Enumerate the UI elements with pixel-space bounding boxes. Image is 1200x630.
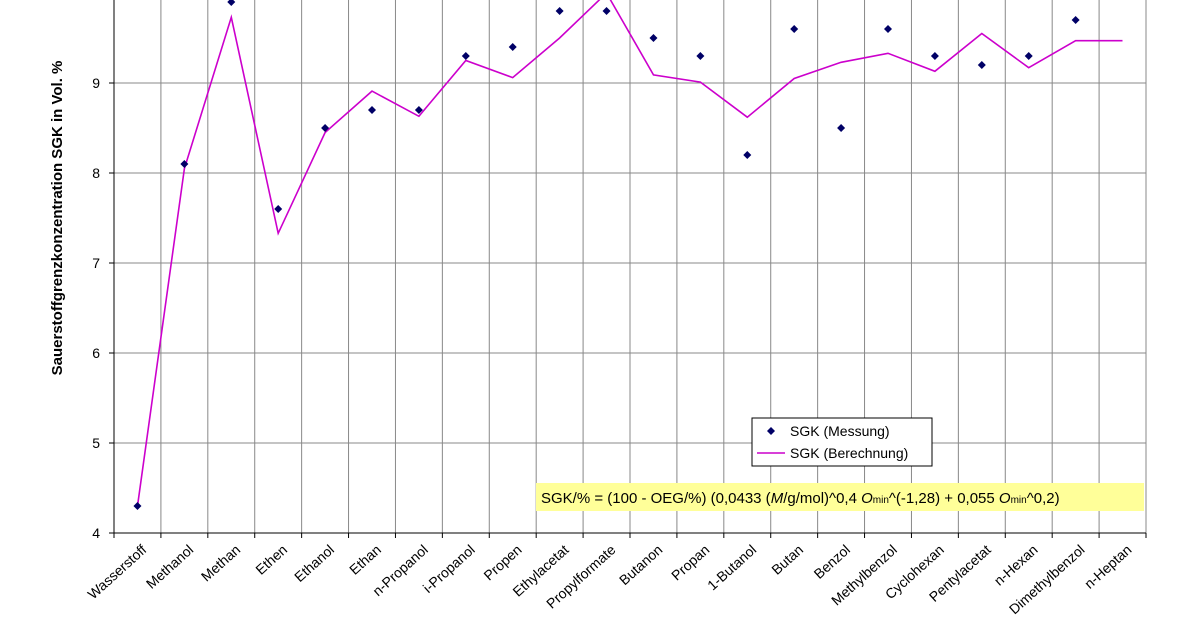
data-point-messung	[180, 160, 189, 168]
x-tick-label: Methan	[198, 541, 243, 584]
x-tick-label: Ethan	[346, 541, 384, 577]
x-tick-label: Wasserstoff	[84, 541, 149, 602]
y-tick-label: 7	[92, 255, 100, 271]
legend-label-messung: SGK (Messung)	[790, 423, 890, 439]
data-point-messung	[930, 52, 939, 60]
y-tick-label: 6	[92, 345, 100, 361]
series-messung	[133, 0, 1080, 510]
formula-box: SGK/% = (100 - OEG/%) (0,0433 (M/g/mol)^…	[536, 483, 1144, 511]
vertical-gridlines	[113, 0, 1147, 533]
y-axis-title: Sauerstoffgrenzkonzentration SGK in Vol.…	[49, 61, 66, 376]
series-line-berechnung	[136, 0, 1123, 507]
y-ticks: 4 5 6 7 8 9	[92, 75, 114, 541]
x-tick-label: Methanol	[143, 541, 197, 591]
data-point-messung	[837, 124, 846, 132]
data-point-messung	[274, 205, 283, 213]
formula-background	[536, 483, 1144, 511]
formula-text: SGK/% = (100 - OEG/%) (0,0433 (M/g/mol)^…	[541, 490, 1060, 507]
x-tick-label: Benzol	[811, 541, 854, 582]
x-tick-label: n-Heptan	[1081, 541, 1135, 591]
data-point-messung	[368, 106, 376, 114]
data-point-messung	[133, 502, 142, 510]
data-point-messung	[508, 43, 517, 51]
data-point-messung	[321, 124, 330, 132]
x-tick-label: Ethen	[252, 541, 290, 577]
legend-label-berechnung: SGK (Berechnung)	[790, 445, 908, 461]
data-point-messung	[1071, 16, 1080, 24]
data-point-messung	[696, 52, 705, 60]
legend: SGK (Messung) SGK (Berechnung)	[751, 417, 933, 467]
legend-marker-messung	[767, 427, 775, 435]
data-point-messung	[790, 25, 799, 33]
horizontal-gridlines	[114, 82, 1146, 444]
data-point-messung	[227, 0, 236, 6]
data-point-messung	[414, 106, 423, 114]
x-tick-label: Butan	[768, 541, 806, 577]
data-point-messung	[555, 7, 564, 15]
y-tick-label: 5	[92, 435, 100, 451]
data-point-messung	[602, 7, 611, 15]
series-berechnung	[136, 0, 1123, 507]
x-tick-label: Ethanol	[291, 541, 337, 585]
x-tick-label: Propan	[668, 541, 712, 583]
x-tick-label: 1-Butanol	[704, 541, 759, 593]
y-tick-label: 8	[92, 165, 100, 181]
x-tick-label: i-Propanol	[420, 541, 478, 596]
data-point-messung	[977, 61, 986, 69]
data-point-messung	[461, 52, 470, 60]
data-point-messung	[1024, 52, 1033, 60]
data-point-messung	[743, 151, 752, 159]
legend-box	[751, 417, 933, 467]
data-point-messung	[884, 25, 892, 33]
y-tick-label: 9	[92, 75, 100, 91]
y-tick-label: 4	[92, 525, 100, 541]
x-tick-label: Propen	[480, 541, 524, 583]
data-point-messung	[649, 34, 658, 42]
x-tick-label: Butanon	[616, 541, 665, 588]
